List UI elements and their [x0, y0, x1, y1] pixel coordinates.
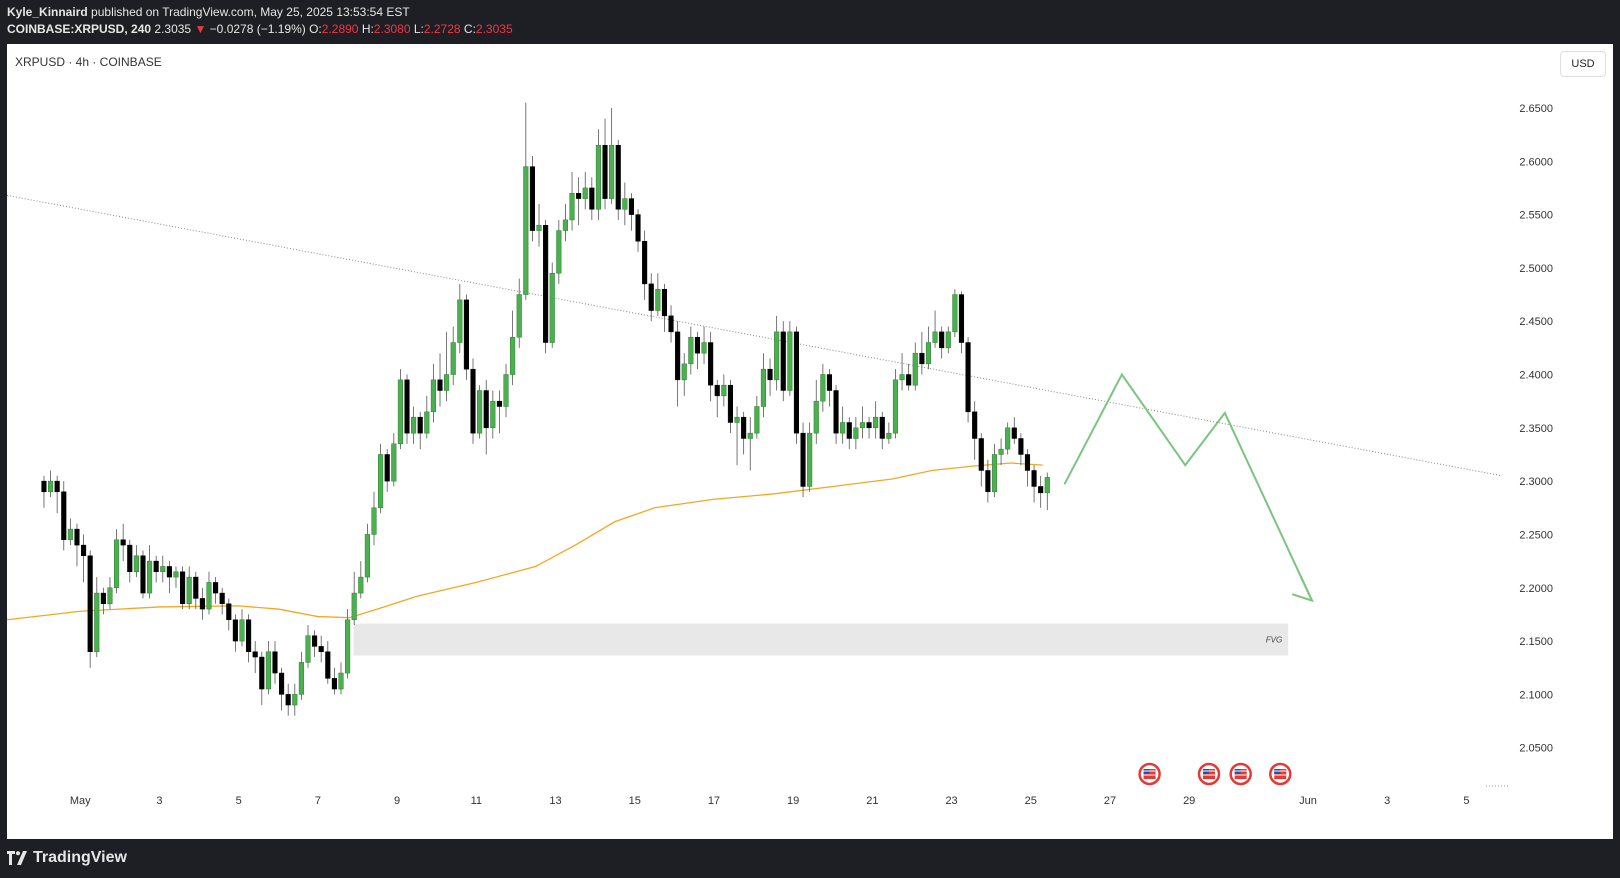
close-value: 2.3035 [475, 22, 513, 36]
publish-text: published on TradingView.com, May 25, 20… [91, 5, 410, 19]
close-label: C: [463, 22, 476, 36]
tradingview-logo[interactable]: TradingView [7, 849, 127, 867]
open-label: O: [309, 22, 322, 36]
publish-header: Kyle_Kinnaird published on TradingView.c… [0, 0, 1620, 44]
symbol-full: COINBASE:XRPUSD, 240 [7, 22, 152, 36]
currency-button[interactable]: USD [1560, 51, 1606, 77]
low-value: 2.2728 [423, 22, 461, 36]
author-name[interactable]: Kyle_Kinnaird [7, 5, 88, 19]
low-label: L: [413, 22, 424, 36]
last-price: 2.3035 [154, 22, 192, 36]
ohlc-summary: COINBASE:XRPUSD, 240 2.3035 ▼ −0.0278 (−… [7, 22, 513, 36]
price-change: −0.0278 (−1.19%) [209, 22, 306, 36]
chart-pane[interactable] [7, 44, 1613, 839]
footer-bar: TradingView [0, 839, 1620, 878]
open-value: 2.2890 [321, 22, 359, 36]
high-label: H: [361, 22, 374, 36]
high-value: 2.3080 [373, 22, 411, 36]
tradingview-logo-icon [7, 851, 27, 865]
symbol-legend: XRPUSD · 4h · COINBASE [15, 55, 162, 69]
change-arrow-icon: ▼ [194, 22, 207, 36]
publish-info: Kyle_Kinnaird published on TradingView.c… [7, 5, 410, 19]
brand-name: TradingView [33, 849, 127, 866]
